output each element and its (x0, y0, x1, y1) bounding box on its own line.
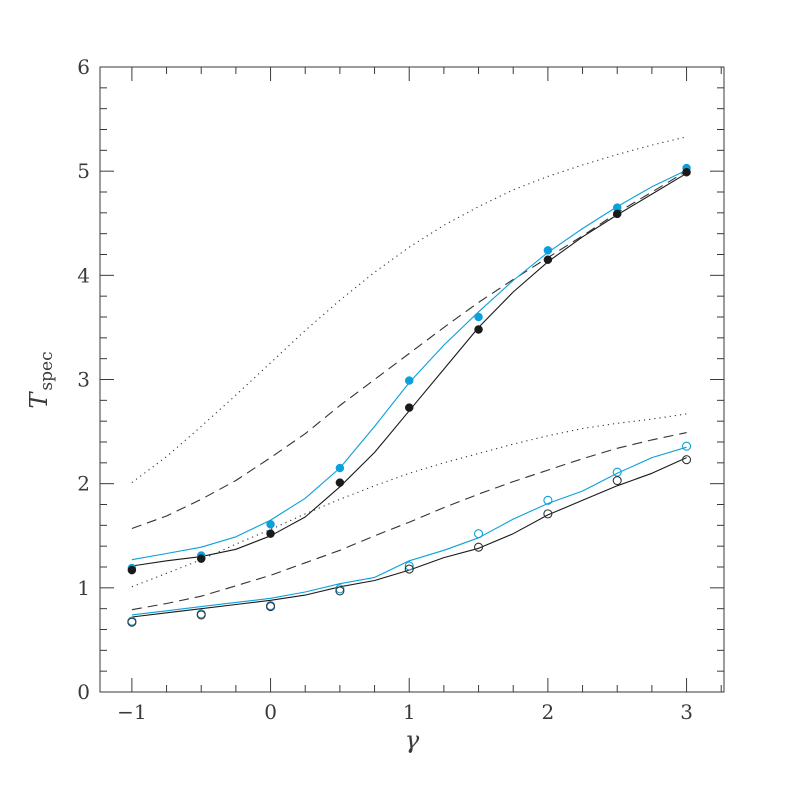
open-marker-10 (543, 495, 553, 505)
series-line-solid-2 (131, 169, 687, 561)
open-marker-11 (543, 509, 553, 519)
filled-marker-5 (127, 565, 137, 575)
series-line-solid-8 (131, 446, 687, 616)
major-ticks (100, 66, 724, 693)
filled-marker-4 (474, 312, 483, 322)
y-tick-label: 3 (77, 368, 90, 392)
filled-marker-5 (474, 325, 483, 334)
filled-marker-5 (196, 554, 206, 563)
filled-marker-4 (335, 463, 345, 473)
open-marker-11 (612, 475, 622, 486)
open-marker-11 (404, 564, 414, 574)
open-marker-11 (335, 586, 345, 596)
filled-marker-4 (266, 520, 275, 529)
series-line-dotted-0 (131, 136, 687, 484)
y-axis-label: Tspec (25, 351, 57, 408)
y-tick-label: 1 (77, 576, 90, 600)
filled-marker-5 (612, 209, 622, 219)
filled-marker-5 (682, 167, 691, 177)
series-line-solid-3 (131, 172, 687, 567)
y-axis-label-subscript: spec (37, 351, 57, 390)
filled-marker-5 (543, 255, 553, 264)
series-line-dashed-1 (131, 170, 687, 530)
open-marker-10 (404, 561, 414, 571)
filled-marker-5 (335, 478, 345, 487)
open-marker-11 (196, 610, 206, 620)
open-marker-11 (266, 602, 276, 612)
open-marker-11 (474, 542, 484, 552)
y-tick-label: 5 (77, 159, 90, 183)
open-marker-10 (682, 441, 692, 451)
open-marker-11 (127, 617, 137, 627)
x-tick-label: 3 (680, 700, 693, 724)
open-marker-10 (474, 529, 484, 539)
x-tick-label: 2 (542, 700, 555, 724)
filled-marker-5 (266, 529, 275, 538)
y-tick-label: 2 (77, 472, 90, 496)
y-tick-label: 6 (77, 55, 90, 79)
x-axis-label: γ (405, 726, 420, 754)
filled-marker-4 (404, 376, 414, 385)
x-tick-label: 1 (403, 700, 416, 724)
minor-ticks (100, 67, 724, 692)
filled-marker-4 (543, 246, 553, 255)
y-tick-label: 0 (77, 680, 90, 704)
series-line-dashed-7 (131, 432, 687, 611)
tick-labels: −1 0 1 2 3 0 1 2 3 4 5 6 (77, 55, 693, 724)
y-tick-label: 4 (77, 263, 90, 287)
series-line-solid-9 (131, 457, 687, 618)
x-tick-label: −1 (117, 700, 146, 724)
filled-marker-5 (404, 403, 414, 412)
y-axis-label-main: T (25, 391, 53, 409)
x-tick-label: 0 (264, 700, 277, 724)
open-marker-11 (682, 455, 692, 465)
series-layer (127, 136, 692, 627)
series-line-dotted-6 (131, 413, 687, 588)
